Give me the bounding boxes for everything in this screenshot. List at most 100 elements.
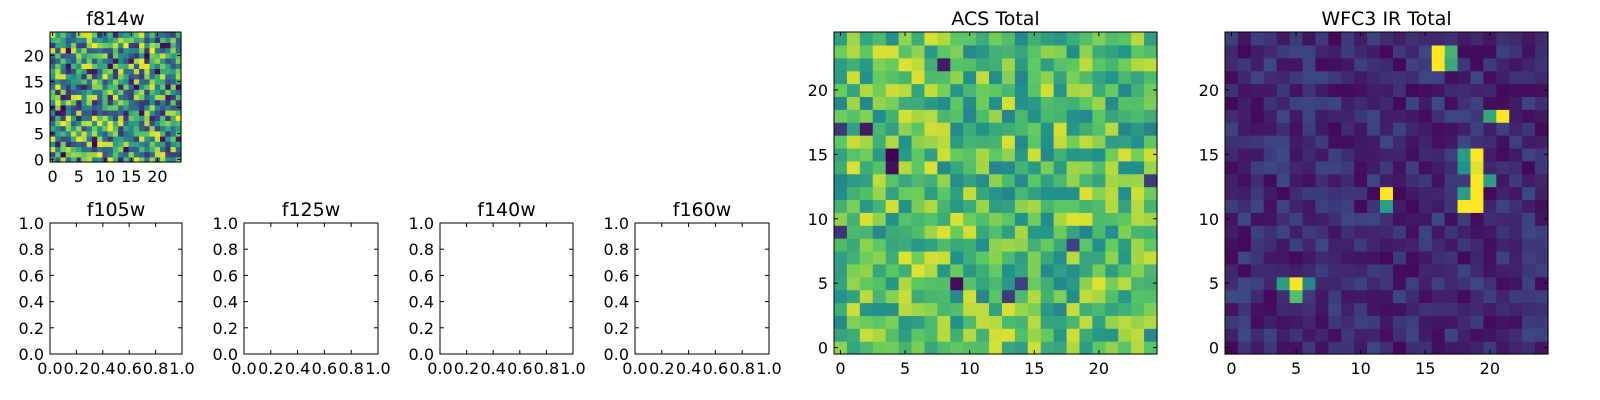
heatmap-cell <box>1483 199 1497 213</box>
heatmap-cell <box>1315 160 1329 175</box>
y-tick-label: 20 <box>808 81 828 100</box>
heatmap-cell <box>1092 147 1106 162</box>
heatmap-cell <box>1328 315 1342 329</box>
heatmap-cell <box>1131 289 1145 304</box>
heatmap-cell <box>76 37 83 43</box>
heatmap-cell <box>149 47 156 54</box>
heatmap-cell <box>963 160 977 175</box>
heatmap-cell <box>86 42 93 49</box>
heatmap-cell <box>133 73 140 80</box>
heatmap-cell <box>1144 328 1158 342</box>
heatmap-cell <box>160 104 166 111</box>
heatmap-cell <box>885 173 900 188</box>
heatmap-cell <box>885 225 900 239</box>
heatmap-cell <box>950 289 964 304</box>
heatmap-cell <box>160 156 166 163</box>
heatmap-cell <box>102 130 109 137</box>
heatmap-cell <box>70 73 77 80</box>
heatmap-cell <box>65 37 72 43</box>
heatmap-cell <box>1066 57 1081 72</box>
heatmap-cell <box>1405 341 1420 355</box>
heatmap-cell <box>1263 70 1278 85</box>
heatmap-cell <box>1496 186 1510 201</box>
heatmap-cell <box>1001 135 1016 149</box>
heatmap-cell <box>139 125 145 132</box>
heatmap-cell <box>1431 250 1446 265</box>
heatmap-cell <box>937 238 951 252</box>
f160w-axes-frame <box>634 222 770 355</box>
heatmap-cell <box>139 58 145 64</box>
heatmap-cell <box>60 84 67 90</box>
heatmap-cell <box>1092 276 1106 291</box>
heatmap-cell <box>834 315 848 329</box>
heatmap-cell <box>65 68 72 75</box>
heatmap-cell <box>1302 225 1317 239</box>
heatmap-cell <box>859 70 874 85</box>
heatmap-cell <box>1225 263 1239 278</box>
heatmap-cell <box>81 146 88 153</box>
heatmap-cell <box>834 238 848 252</box>
heatmap-cell <box>165 125 172 132</box>
heatmap-cell <box>1263 32 1278 46</box>
heatmap-cell <box>1027 225 1042 239</box>
x-tick-label: 0 <box>48 167 58 186</box>
heatmap-cell <box>1509 57 1523 72</box>
heatmap-cell <box>165 115 172 121</box>
heatmap-cell <box>154 58 161 64</box>
heatmap-cell <box>65 146 72 153</box>
heatmap-cell <box>1053 83 1068 97</box>
heatmap-cell <box>1079 44 1093 59</box>
heatmap-cell <box>1001 147 1016 162</box>
heatmap-cell <box>1418 250 1433 265</box>
heatmap-cell <box>1522 147 1536 162</box>
heatmap-cell <box>1535 341 1549 355</box>
heatmap-cell <box>1405 96 1420 110</box>
heatmap-cell <box>1457 328 1472 342</box>
heatmap-cell <box>1079 238 1093 252</box>
heatmap-cell <box>81 130 88 137</box>
heatmap-cell <box>924 186 938 201</box>
heatmap-cell <box>107 99 114 106</box>
heatmap-cell <box>1014 238 1029 252</box>
heatmap-cell <box>154 73 161 80</box>
heatmap-cell <box>846 225 861 239</box>
heatmap-cell <box>1237 160 1252 175</box>
heatmap-cell <box>1354 147 1368 162</box>
heatmap-cell <box>1276 225 1291 239</box>
heatmap-cell <box>118 78 124 85</box>
heatmap-cell <box>144 89 151 95</box>
heatmap-cell <box>165 52 172 59</box>
heatmap-cell <box>1053 238 1068 252</box>
heatmap-cell <box>86 99 93 106</box>
heatmap-cell <box>1092 238 1106 252</box>
heatmap-cell <box>1144 122 1158 136</box>
heatmap-cell <box>123 63 130 69</box>
heatmap-cell <box>1001 341 1016 355</box>
heatmap-cell <box>149 52 156 59</box>
heatmap-cell <box>107 141 114 147</box>
heatmap-cell <box>76 52 83 59</box>
heatmap-cell <box>1118 263 1132 278</box>
heatmap-cell <box>112 125 119 132</box>
heatmap-cell <box>102 37 109 43</box>
heatmap-cell <box>976 341 990 355</box>
heatmap-cell <box>989 147 1003 162</box>
heatmap-cell <box>102 136 109 142</box>
heatmap-cell <box>133 58 140 64</box>
heatmap-cell <box>165 130 172 137</box>
heatmap-cell <box>128 110 135 116</box>
heatmap-cell <box>112 141 119 147</box>
heatmap-cell <box>859 186 874 201</box>
heatmap-cell <box>165 94 172 101</box>
heatmap-cell <box>1276 250 1291 265</box>
heatmap-cell <box>91 94 98 101</box>
heatmap-cell <box>55 84 62 90</box>
heatmap-cell <box>65 120 72 127</box>
heatmap-cell <box>1522 96 1536 110</box>
heatmap-cell <box>50 136 56 142</box>
heatmap-cell <box>170 110 177 116</box>
heatmap-cell <box>1354 250 1368 265</box>
heatmap-cell <box>1250 328 1265 342</box>
heatmap-cell <box>1131 328 1145 342</box>
heatmap-cell <box>128 99 135 106</box>
